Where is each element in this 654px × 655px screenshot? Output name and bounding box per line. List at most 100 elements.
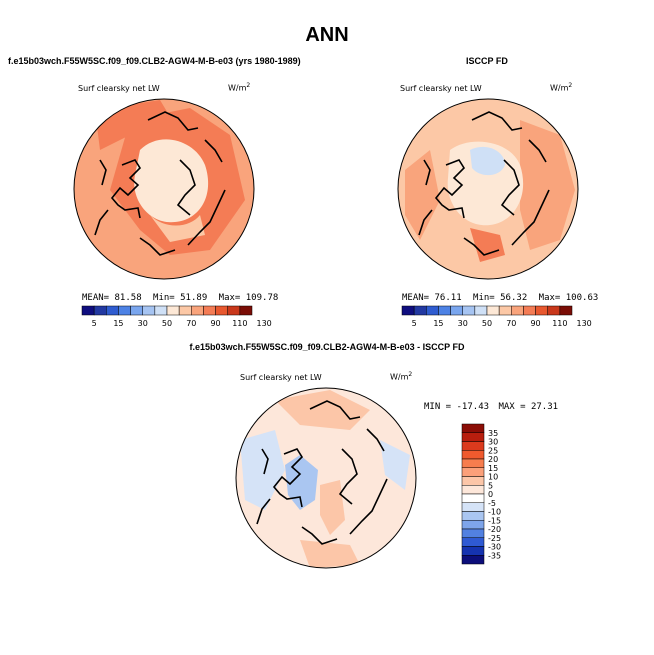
diff-colorbar-tick-label: 20	[488, 455, 498, 464]
obs-field-high-west	[405, 150, 440, 240]
diff-field-cool-west	[240, 430, 285, 510]
obs-coastlines	[418, 111, 550, 256]
obs-mean-label: MEAN=	[402, 293, 430, 303]
diff-colorbar-swatch	[461, 458, 485, 468]
model-max-value: 109.78	[245, 293, 279, 303]
obs-colorbar-tick-label: 5	[412, 319, 417, 328]
diff-colorbar-swatch	[461, 546, 485, 556]
obs-colorbar-tick-label: 130	[577, 319, 592, 328]
model-coastlines	[94, 111, 226, 256]
diff-units-text: W/m	[390, 372, 409, 382]
diff-field-warm-center	[320, 480, 345, 535]
diff-colorbar-swatch	[461, 476, 485, 486]
obs-map-title: Surf clearsky net LW	[400, 84, 482, 93]
obs-colorbar-tick-label: 50	[482, 319, 492, 328]
obs-field-cool	[470, 146, 505, 176]
diff-colorbar-tick-label: -20	[488, 525, 501, 534]
model-units-text: W/m	[228, 83, 247, 93]
obs-map-border	[397, 98, 579, 280]
diff-field-warm-south	[300, 540, 360, 568]
left-panel-header: f.e15b03wch.F55W5SC.f09_f09.CLB2-AGW4-M-…	[8, 56, 301, 66]
diff-colorbar-swatch	[461, 441, 485, 451]
diff-colorbar-tick-label: 5	[488, 481, 493, 490]
obs-mean-value: 76.11	[434, 293, 462, 303]
obs-colorbar-tick-label: 30	[458, 319, 468, 328]
diff-colorbar-tick-label: -15	[488, 516, 501, 525]
model-min-value: 51.89	[180, 293, 208, 303]
model-field-mid	[150, 215, 205, 242]
diff-colorbar-swatch	[461, 467, 485, 477]
model-units-sup: 2	[246, 82, 251, 89]
diff-colorbar-tick-label: 15	[488, 464, 498, 473]
model-colorbar-tick-label: 70	[186, 319, 196, 328]
diff-colorbar-swatch	[461, 450, 485, 460]
obs-max-value: 100.63	[565, 293, 599, 303]
model-colorbar-swatch	[239, 305, 253, 316]
diff-colorbar-tick-label: 10	[488, 473, 498, 482]
diff-colorbar-tick-label: 30	[488, 438, 498, 447]
model-map-border	[73, 98, 255, 280]
obs-units-sup: 2	[568, 82, 573, 89]
diff-max-label: MAX =	[498, 402, 526, 412]
diff-colorbar-tick-label: -5	[488, 499, 496, 508]
diff-colorbar-swatch	[461, 502, 485, 512]
diff-colorbar-swatch	[461, 432, 485, 442]
diff-max-value: 27.31	[530, 402, 559, 412]
obs-map-units: W/m2	[550, 82, 572, 93]
diff-units-sup: 2	[408, 371, 413, 378]
obs-units-text: W/m	[550, 83, 569, 93]
model-mean-label: MEAN=	[82, 293, 110, 303]
model-min-label: Min=	[153, 293, 175, 303]
diff-colorbar-swatch	[461, 423, 485, 433]
diff-stats: MIN = -17.43 MAX = 27.31	[424, 402, 558, 412]
model-colorbar-tick-label: 110	[232, 319, 247, 328]
diff-colorbar-tick-label: -25	[488, 534, 501, 543]
obs-field-high-east	[520, 120, 575, 250]
diff-colorbar-tick-label: 0	[488, 490, 493, 499]
obs-max-label: Max=	[538, 293, 561, 303]
page-title: ANN	[305, 24, 349, 46]
diff-map-title: Surf clearsky net LW	[240, 373, 322, 382]
obs-colorbar-tick-label: 110	[552, 319, 567, 328]
diff-map-border	[235, 387, 417, 569]
obs-colorbar-tick-label: 70	[506, 319, 516, 328]
diff-coastlines	[256, 400, 388, 545]
model-max-label: Max=	[218, 293, 241, 303]
model-field-interior	[134, 139, 209, 223]
obs-colorbar-tick-label: 90	[530, 319, 540, 328]
diff-map-units: W/m2	[390, 371, 412, 382]
model-colorbar-tick-label: 90	[210, 319, 220, 328]
diff-min-value: -17.43	[456, 402, 490, 412]
diff-colorbar-swatch	[461, 537, 485, 547]
diff-colorbar-tick-label: 35	[488, 429, 498, 438]
diff-colorbar-swatch	[461, 493, 485, 503]
model-mean-value: 81.58	[114, 293, 142, 303]
diff-colorbar-swatch	[461, 511, 485, 521]
diff-min-label: MIN =	[424, 402, 452, 412]
model-colorbar-tick-label: 50	[162, 319, 172, 328]
diff-colorbar-tick-label: 25	[488, 446, 498, 455]
right-panel-header: ISCCP FD	[466, 56, 508, 66]
obs-colorbar-tick-label: 15	[433, 319, 443, 328]
diff-field-cool-east	[380, 440, 410, 490]
model-map-units: W/m2	[228, 82, 250, 93]
difference-panel-header: f.e15b03wch.F55W5SC.f09_f09.CLB2-AGW4-M-…	[189, 342, 465, 352]
obs-field-warm-south	[470, 228, 505, 262]
diff-colorbar-tick-label: -30	[488, 543, 501, 552]
model-colorbar-tick-label: 30	[138, 319, 148, 328]
diff-colorbar-swatch	[461, 528, 485, 538]
obs-colorbar-swatch	[559, 305, 573, 316]
diff-colorbar-tick-label: -35	[488, 551, 501, 560]
model-colorbar-tick-label: 130	[257, 319, 272, 328]
diff-colorbar-tick-label: -10	[488, 508, 501, 517]
diff-colorbar-swatch	[461, 485, 485, 495]
diff-field-warm-north	[275, 390, 370, 430]
obs-stats: MEAN= 76.11 Min= 56.32 Max= 100.63	[402, 293, 598, 303]
diff-colorbar-swatch	[461, 555, 485, 565]
